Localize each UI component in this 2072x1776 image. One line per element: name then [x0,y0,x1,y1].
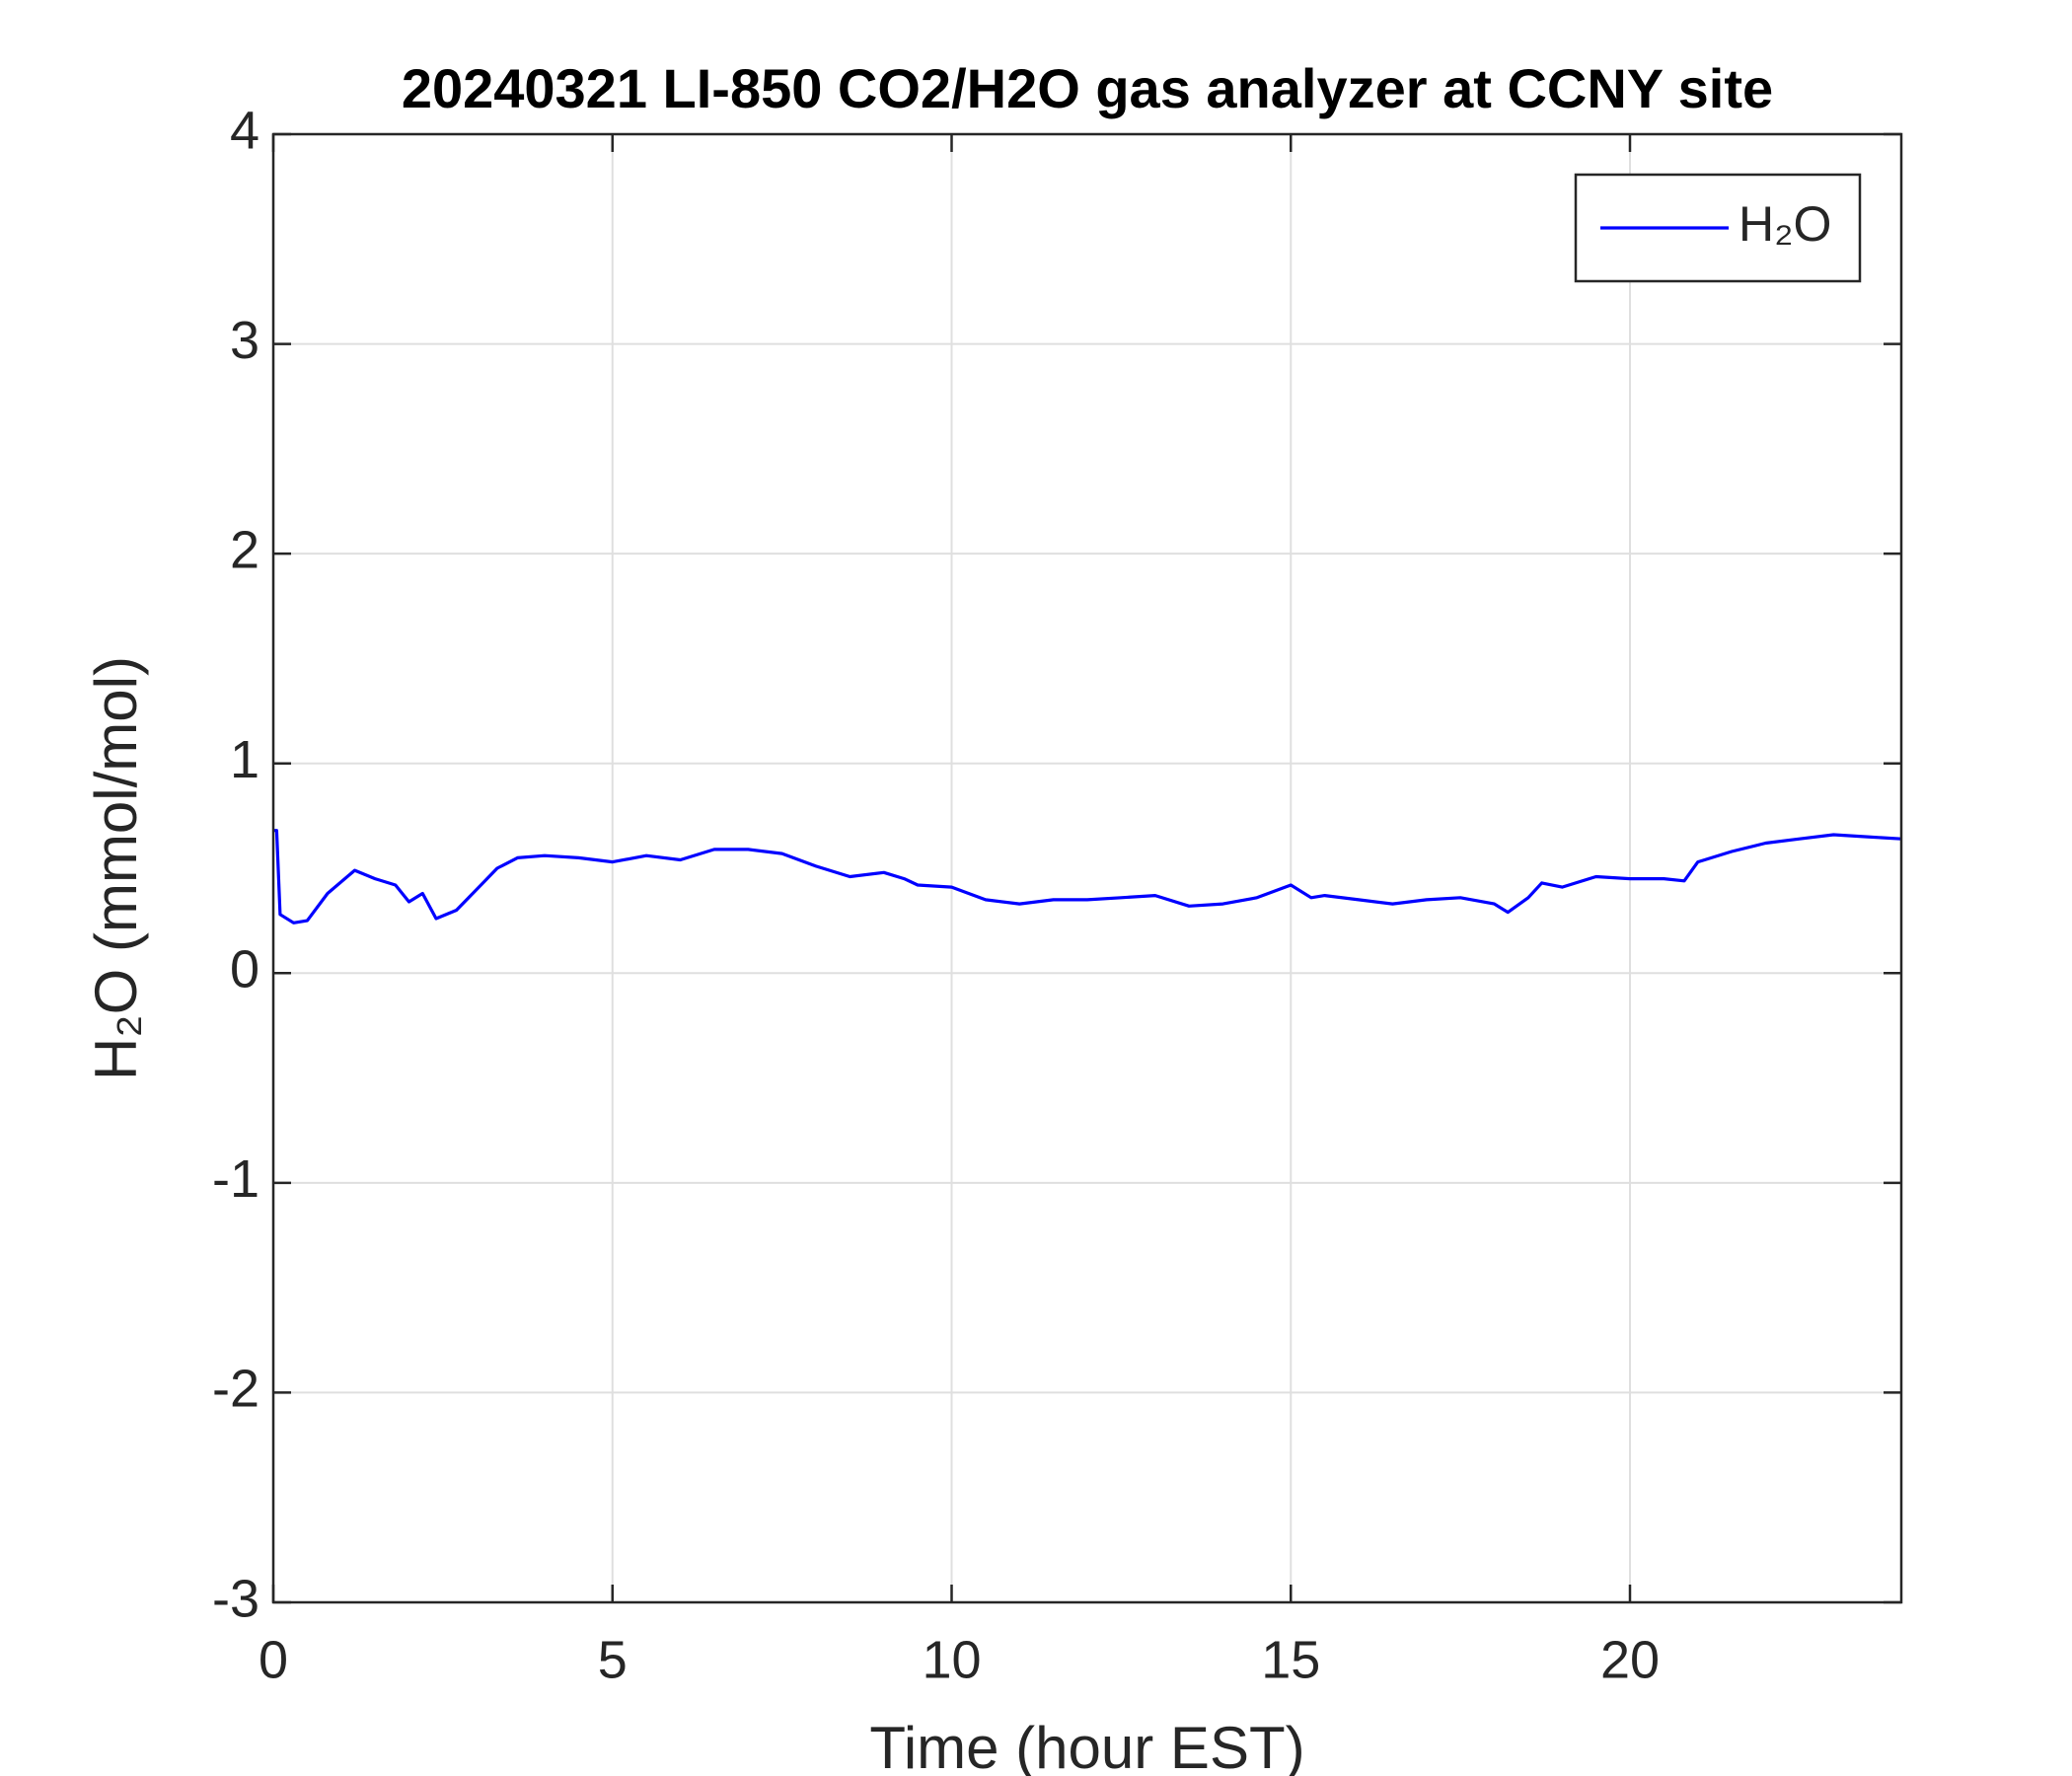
y-tick-label: 2 [230,520,259,579]
x-tick-label: 5 [598,1630,628,1689]
x-tick-label: 0 [259,1630,288,1689]
y-tick-label: 3 [230,311,259,370]
y-tick-label: 1 [230,730,259,789]
x-axis-label: Time (hour EST) [869,1715,1304,1776]
plot-area [273,134,1901,1602]
y-tick-label: -3 [212,1569,259,1628]
x-tick-label: 15 [1261,1630,1320,1689]
y-tick-label: 0 [230,940,259,999]
y-tick-label: 4 [230,101,259,160]
x-tick-label: 10 [922,1630,981,1689]
y-tick-label: -1 [212,1149,259,1209]
legend-label: H₂O [1739,196,1831,252]
axes-box [271,132,1903,1604]
chart-title: 20240321 LI-850 CO2/H2O gas analyzer at … [402,57,1773,119]
y-axis-label: H₂O (mmol/mol) [83,656,149,1080]
y-tick-label: -2 [212,1360,259,1419]
data-line [273,829,1902,925]
x-tick-label: 20 [1600,1630,1660,1689]
